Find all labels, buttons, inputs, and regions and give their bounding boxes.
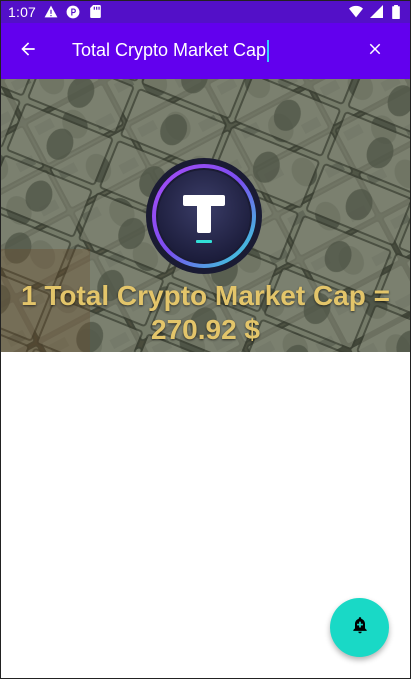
search-value: Total Crypto Market Cap — [72, 39, 267, 60]
search-field[interactable]: Total Crypto Market Cap — [56, 23, 347, 79]
status-bar: 1:07 — [0, 0, 411, 23]
notification-add-icon — [350, 615, 370, 640]
conversion-rate-line1: 1 Total Crypto Market Cap = — [20, 280, 390, 311]
close-icon — [366, 40, 384, 63]
status-time: 1:07 — [8, 3, 37, 20]
data-saver-icon — [66, 5, 80, 19]
battery-icon — [389, 4, 403, 19]
warning-icon — [44, 5, 58, 19]
text-cursor — [267, 40, 270, 63]
search-app-bar: Total Crypto Market Cap — [0, 23, 411, 79]
back-button[interactable] — [0, 23, 56, 79]
clear-search-button[interactable] — [347, 23, 403, 79]
arrow-back-icon — [18, 39, 38, 64]
add-alert-fab[interactable] — [330, 598, 389, 657]
currency-hero-card: 1 Total Crypto Market Cap = 270.92 $ — [0, 79, 411, 352]
signal-icon — [369, 5, 383, 19]
status-left: 1:07 — [8, 4, 102, 20]
sd-card-icon — [88, 5, 102, 19]
status-right — [349, 4, 403, 19]
wifi-icon — [349, 5, 363, 19]
coin-logo — [146, 158, 262, 274]
conversion-rate-text: 1 Total Crypto Market Cap = 270.92 $ — [0, 279, 411, 347]
search-input[interactable]: Total Crypto Market Cap — [56, 39, 270, 63]
conversion-rate-line2: 270.92 $ — [151, 314, 260, 345]
